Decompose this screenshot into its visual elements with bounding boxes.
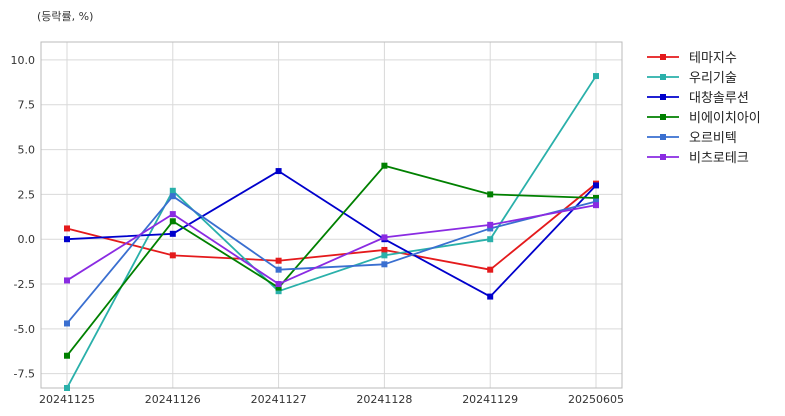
legend-label: 우리기술 [689, 71, 737, 86]
data-point [169, 187, 176, 194]
series-1 [64, 73, 599, 391]
legend-item: 비츠로테크 [647, 151, 749, 166]
x-tick-label: 20250605 [568, 393, 624, 406]
data-point [487, 191, 494, 198]
legend-item: 테마지수 [647, 51, 737, 66]
data-point [169, 193, 176, 200]
legend-marker [660, 54, 666, 60]
series-2 [64, 168, 599, 300]
data-point [275, 281, 282, 288]
legend-label: 비에이치아이 [689, 111, 761, 126]
data-point [64, 385, 70, 391]
data-point [381, 234, 388, 241]
data-point [381, 162, 388, 169]
x-tick-label: 20241129 [462, 393, 518, 406]
data-point [64, 225, 70, 232]
data-point [593, 182, 599, 189]
series-line [66, 182, 597, 271]
series-line [66, 170, 597, 298]
y-tick-label: 5.0 [18, 144, 36, 157]
data-point [64, 352, 70, 359]
series-line [66, 195, 597, 325]
legend-item: 비에이치아이 [647, 111, 761, 126]
data-point [381, 246, 388, 253]
data-point [487, 225, 494, 232]
y-tick-label: -7.5 [14, 368, 35, 381]
series-4 [64, 193, 599, 327]
y-axis: 10.0 7.5 5.0 2.5 0.0 -2.5 -5.0 -7.5 [11, 54, 36, 381]
y-tick-label: -5.0 [14, 323, 35, 336]
unit-label: (등락률, %) [37, 10, 93, 23]
legend-label: 비츠로테크 [689, 151, 749, 166]
series-5 [64, 202, 599, 288]
legend-label: 오르비텍 [689, 131, 737, 146]
x-tick-label: 20241127 [251, 393, 307, 406]
series-line [66, 204, 597, 285]
data-point [593, 198, 599, 205]
series-line [66, 75, 597, 389]
data-point [487, 266, 494, 273]
legend-item: 대창솔루션 [647, 91, 749, 106]
data-point [487, 221, 494, 228]
legend-label: 테마지수 [689, 51, 737, 66]
data-point [381, 252, 388, 259]
data-point [169, 218, 176, 225]
data-point [275, 168, 282, 175]
data-point [487, 236, 494, 243]
y-tick-label: 0.0 [18, 233, 36, 246]
x-tick-label: 20241128 [356, 393, 412, 406]
data-point [64, 320, 70, 327]
data-point [64, 236, 70, 243]
x-tick-label: 20241126 [145, 393, 201, 406]
data-point [593, 202, 599, 209]
y-tick-label: 10.0 [11, 54, 36, 67]
plot-frame [40, 41, 623, 389]
y-tick-label: 7.5 [18, 99, 36, 112]
grid [41, 42, 622, 388]
data-point [381, 261, 388, 268]
x-tick-label: 20241125 [39, 393, 95, 406]
series-3 [64, 162, 599, 359]
data-point [64, 277, 70, 284]
legend-item: 오르비텍 [647, 131, 737, 146]
data-point [169, 252, 176, 259]
series-line [66, 164, 597, 357]
data-point [275, 266, 282, 273]
data-point [169, 230, 176, 237]
legend-marker [660, 134, 666, 140]
legend-marker [660, 74, 666, 80]
data-point [487, 293, 494, 300]
y-tick-label: 2.5 [18, 188, 36, 201]
data-point [275, 288, 282, 295]
series-group [64, 73, 599, 391]
data-point [169, 211, 176, 218]
data-point [593, 194, 599, 201]
x-axis: 20241125 20241126 20241127 20241128 20241129… [39, 393, 624, 406]
legend-marker [660, 94, 666, 100]
legend-marker [660, 114, 666, 120]
data-point [275, 284, 282, 291]
y-tick-label: -2.5 [14, 278, 35, 291]
legend-label: 대창솔루션 [689, 91, 749, 106]
data-point [275, 257, 282, 264]
legend-item: 우리기술 [647, 71, 737, 86]
data-point [593, 73, 599, 80]
legend-marker [660, 154, 666, 160]
